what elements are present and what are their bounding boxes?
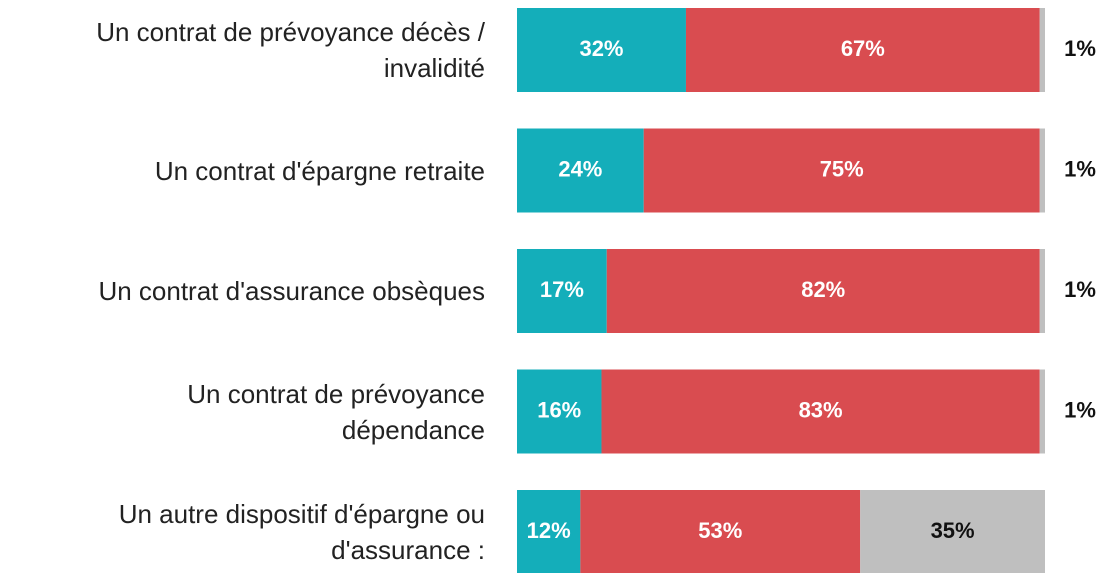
value-label: 1% bbox=[1064, 397, 1096, 422]
bar-segment bbox=[517, 249, 607, 333]
bar-segment bbox=[1039, 369, 1045, 454]
value-label: 83% bbox=[799, 397, 843, 422]
value-label: 75% bbox=[820, 156, 864, 181]
value-label: 53% bbox=[698, 518, 742, 543]
category-label: Un contrat d'épargne retraite bbox=[154, 155, 485, 186]
bar-segment bbox=[517, 369, 602, 454]
bar-segment bbox=[1039, 8, 1045, 92]
value-label: 1% bbox=[1064, 36, 1096, 61]
value-label: 24% bbox=[558, 156, 602, 181]
bar-segment bbox=[517, 490, 581, 573]
category-label: Un autre dispositif d'épargne ou d'assur… bbox=[118, 499, 485, 565]
category-label: Un contrat d'assurance obsèques bbox=[98, 276, 485, 306]
bar-segment bbox=[606, 249, 1040, 333]
value-label: 82% bbox=[801, 277, 845, 302]
bar-segment bbox=[517, 8, 686, 92]
bar-segment bbox=[1039, 249, 1045, 333]
value-label: 17% bbox=[540, 277, 584, 302]
value-label: 32% bbox=[579, 36, 623, 61]
bar-segment bbox=[1039, 128, 1045, 213]
bar-segment bbox=[580, 490, 861, 573]
bar-segment bbox=[643, 128, 1040, 213]
bar-segment bbox=[517, 128, 644, 213]
value-label: 12% bbox=[527, 518, 571, 543]
value-label: 35% bbox=[931, 518, 975, 543]
bar-segment bbox=[685, 8, 1040, 92]
value-label: 1% bbox=[1064, 156, 1096, 181]
value-label: 1% bbox=[1064, 277, 1096, 302]
category-label: Un contrat de prévoyance dépendance bbox=[187, 378, 485, 445]
bar-segment bbox=[860, 490, 1045, 573]
bar-segment bbox=[601, 369, 1040, 454]
value-label: 67% bbox=[841, 36, 885, 61]
value-label: 16% bbox=[537, 397, 581, 422]
category-label: Un contrat de prévoyance décès / invalid… bbox=[96, 17, 485, 83]
